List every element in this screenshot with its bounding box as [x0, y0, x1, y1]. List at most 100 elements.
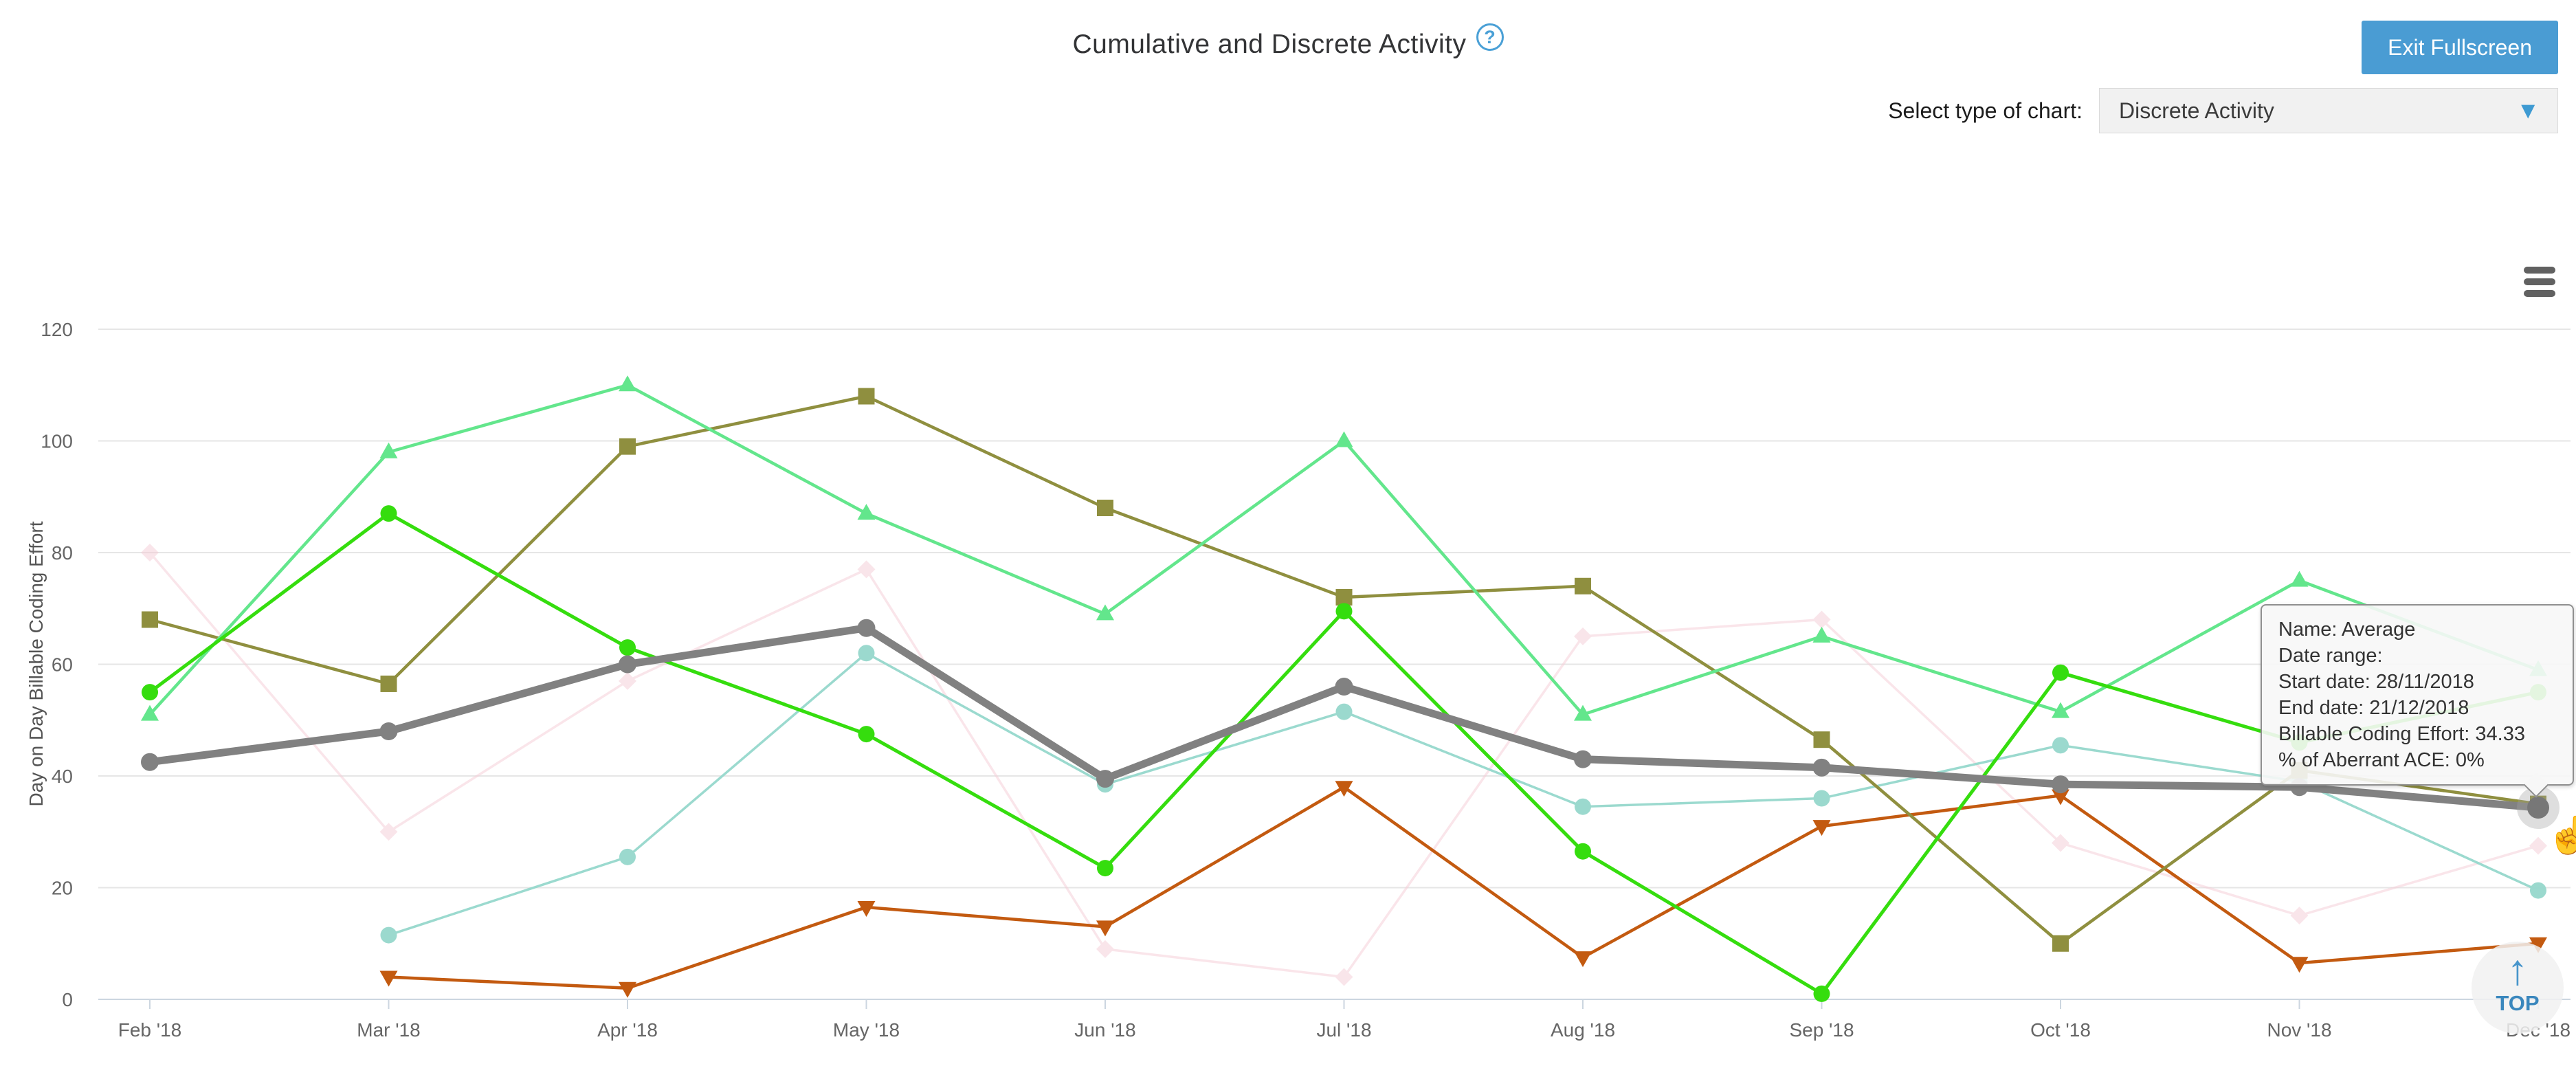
data-point[interactable]: [1096, 920, 1114, 937]
data-point[interactable]: [2052, 935, 2069, 952]
help-icon[interactable]: ?: [1476, 23, 1504, 51]
x-tick-label: Sep '18: [1789, 1019, 1854, 1041]
series-bright-green[interactable]: [142, 505, 2546, 1002]
y-tick-label: 80: [52, 542, 73, 564]
data-point[interactable]: [141, 753, 159, 771]
data-point[interactable]: [858, 388, 875, 405]
series-mint-green[interactable]: [141, 375, 2547, 721]
data-point[interactable]: [1812, 758, 1831, 777]
series-pale-pink[interactable]: [141, 544, 2547, 986]
data-point[interactable]: [2052, 775, 2069, 794]
series-olive[interactable]: [142, 388, 2546, 952]
data-point[interactable]: [380, 505, 397, 522]
data-point[interactable]: [1812, 610, 1831, 629]
data-point[interactable]: [1097, 500, 1113, 516]
data-point[interactable]: [379, 442, 398, 458]
tooltip-line: Start date: 28/11/2018: [2278, 671, 2474, 693]
y-tick-label: 20: [52, 878, 73, 899]
y-tick-label: 100: [41, 431, 73, 452]
data-point[interactable]: [1812, 820, 1831, 836]
data-point[interactable]: [1575, 843, 1591, 860]
data-point[interactable]: [1575, 577, 1591, 595]
data-point[interactable]: [2052, 664, 2069, 681]
data-point[interactable]: [1335, 589, 1353, 606]
data-point[interactable]: [380, 926, 397, 944]
x-axis: Feb '18 Mar '18 Apr '18 May '18 Jun '18 Jul '…: [118, 999, 2571, 1041]
hand-cursor-icon: ☝: [2546, 814, 2576, 856]
exit-fullscreen-button[interactable]: Exit Fullscreen: [2362, 21, 2558, 74]
data-point[interactable]: [1574, 627, 1592, 645]
data-point[interactable]: [1097, 860, 1113, 877]
data-point[interactable]: [619, 655, 636, 674]
tooltip-line: Date range:: [2278, 645, 2383, 667]
chart-type-selected-value: Discrete Activity: [2119, 98, 2274, 123]
data-point[interactable]: [1335, 703, 1353, 720]
data-point[interactable]: [1335, 678, 1353, 696]
data-point[interactable]: [619, 639, 636, 656]
data-point[interactable]: [1574, 951, 1592, 968]
series-orange[interactable]: [379, 781, 2548, 998]
data-point[interactable]: [379, 970, 398, 987]
data-point[interactable]: [2529, 937, 2547, 953]
data-point[interactable]: [858, 645, 875, 662]
data-point[interactable]: [2052, 834, 2069, 852]
page-title-row: Cumulative and Discrete Activity?: [0, 23, 2576, 60]
data-point[interactable]: [857, 619, 876, 637]
data-point[interactable]: [857, 900, 876, 917]
data-point[interactable]: [857, 560, 876, 579]
y-tick-label: 40: [52, 766, 73, 787]
data-point[interactable]: [141, 704, 159, 721]
data-point[interactable]: [857, 504, 876, 520]
y-axis-title: Day on Day Billable Coding Effort: [25, 521, 47, 806]
data-point[interactable]: [1335, 968, 1353, 986]
data-point[interactable]: [379, 722, 398, 740]
data-point[interactable]: [1574, 704, 1592, 721]
data-point[interactable]: [1813, 790, 1830, 807]
data-point[interactable]: [2530, 882, 2546, 899]
data-point[interactable]: [1574, 750, 1592, 768]
data-point[interactable]: [1096, 604, 1114, 621]
chart-type-select[interactable]: Discrete Activity ▼: [2099, 88, 2558, 133]
x-tick-label: Feb '18: [118, 1019, 182, 1041]
data-point[interactable]: [2290, 570, 2309, 587]
back-to-top-button[interactable]: ↑ TOP: [2472, 942, 2564, 1034]
data-point[interactable]: [2052, 789, 2069, 806]
data-point[interactable]: [1813, 731, 1830, 748]
data-point[interactable]: [1812, 626, 1831, 643]
series-Average[interactable]: [141, 619, 2547, 817]
data-point[interactable]: [1335, 431, 1353, 447]
data-point[interactable]: [619, 375, 636, 392]
data-point[interactable]: [619, 671, 636, 690]
export-menu-icon[interactable]: [2524, 267, 2555, 302]
data-point[interactable]: [619, 981, 636, 998]
data-point[interactable]: [1575, 798, 1591, 815]
data-point[interactable]: [2290, 957, 2309, 973]
data-point[interactable]: [2052, 702, 2069, 718]
data-point[interactable]: [142, 611, 158, 628]
data-point[interactable]: [2290, 907, 2309, 925]
chart-type-label: Select type of chart:: [1888, 98, 2083, 123]
data-point[interactable]: [2052, 737, 2069, 754]
tooltip-line: Name: Average: [2278, 619, 2416, 641]
data-point[interactable]: [2529, 836, 2547, 855]
data-point[interactable]: [858, 726, 875, 743]
data-point[interactable]: [380, 675, 397, 692]
hamburger-bar: [2524, 290, 2555, 297]
data-point[interactable]: [379, 823, 398, 841]
tooltip-line: Billable Coding Effort: 34.33: [2278, 723, 2525, 746]
chevron-down-icon: ▼: [2516, 97, 2540, 124]
data-point[interactable]: [619, 438, 636, 455]
data-point[interactable]: [619, 848, 636, 865]
data-point[interactable]: [141, 544, 159, 562]
hovered-point[interactable]: ☝: [2517, 786, 2576, 856]
data-point[interactable]: [1335, 781, 1353, 797]
series-teal[interactable]: [380, 645, 2547, 944]
data-point[interactable]: [142, 684, 158, 701]
data-point[interactable]: [1335, 603, 1353, 620]
data-point[interactable]: [1096, 940, 1114, 958]
data-point[interactable]: [1813, 985, 1830, 1002]
data-point[interactable]: [1096, 770, 1114, 788]
x-tick-label: Nov '18: [2267, 1019, 2331, 1041]
